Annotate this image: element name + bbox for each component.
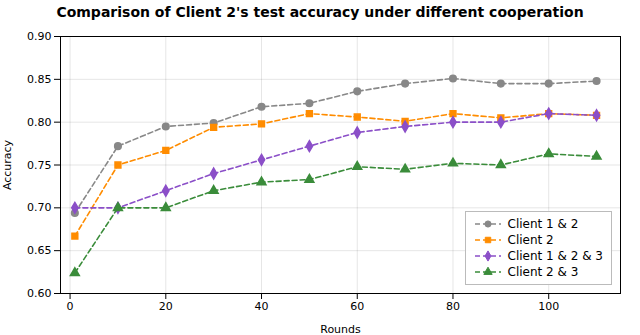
svg-text:40: 40 (255, 300, 269, 313)
svg-text:0.85: 0.85 (27, 73, 52, 86)
html-text:Client 1 & 2 & 3: Client 1 & 2 & 3 (507, 249, 603, 263)
svg-text:Rounds: Rounds (320, 323, 361, 335)
svg-text:0.60: 0.60 (27, 287, 52, 300)
html-text:Client 2: Client 2 (507, 233, 554, 247)
svg-text:80: 80 (446, 300, 460, 313)
svg-text:0.65: 0.65 (27, 244, 52, 257)
svg-text:0.90: 0.90 (27, 30, 52, 43)
svg-text:0.70: 0.70 (27, 201, 52, 214)
svg-text:0.75: 0.75 (27, 159, 52, 172)
svg-text:Accuracy: Accuracy (1, 139, 14, 190)
html-text:Comparison of Client 2's test: Comparison of Client 2's test accuracy u… (56, 4, 584, 20)
html-text:Client 2 & 3: Client 2 & 3 (507, 265, 579, 279)
html-text:Client 1 & 2: Client 1 & 2 (507, 217, 579, 231)
svg-text:100: 100 (538, 300, 559, 313)
svg-text:0.80: 0.80 (27, 116, 52, 129)
svg-text:60: 60 (350, 300, 364, 313)
svg-text:20: 20 (159, 300, 173, 313)
svg-text:0: 0 (67, 300, 74, 313)
